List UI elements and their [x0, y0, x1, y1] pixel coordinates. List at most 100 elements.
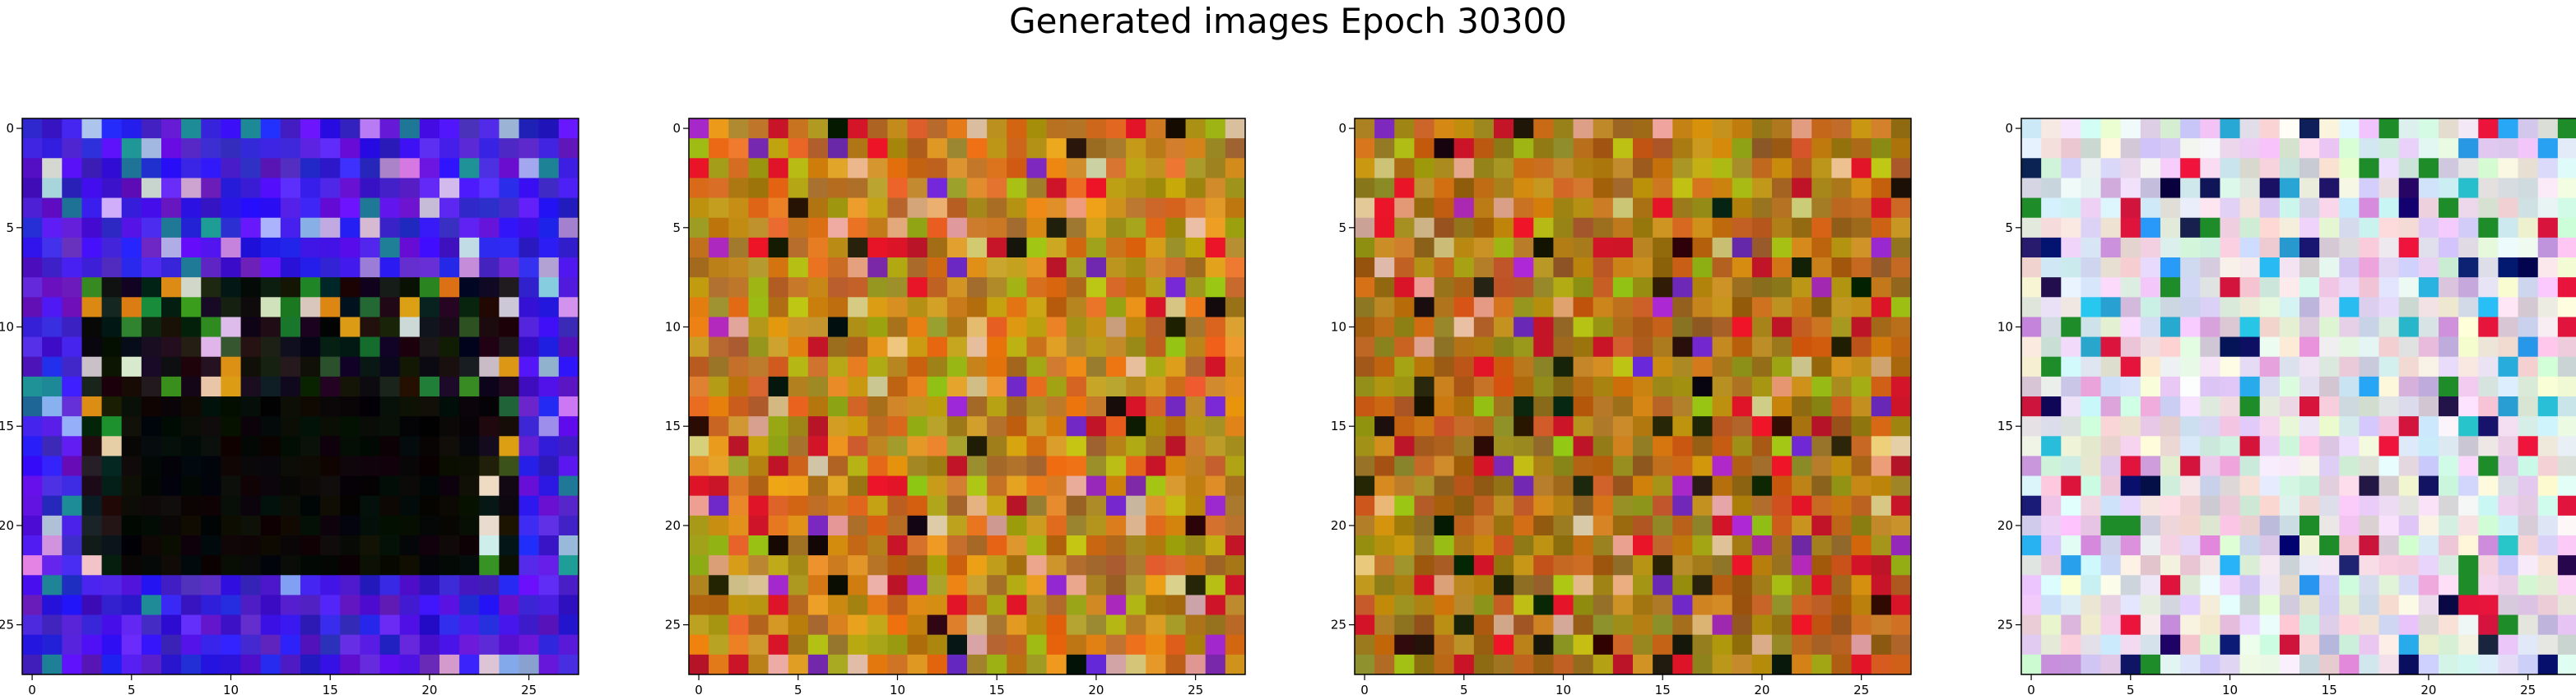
pixel-cell [2518, 555, 2539, 576]
pixel-cell [260, 475, 281, 497]
pixel-cell [379, 595, 401, 615]
pixel-cell [2339, 595, 2360, 615]
pixel-cell [1494, 396, 1514, 417]
pixel-cell [1026, 297, 1047, 317]
pixel-cell [1792, 416, 1812, 437]
pixel-cell [499, 356, 519, 378]
pixel-cell [1573, 257, 1594, 278]
pixel-cell [1414, 376, 1434, 397]
pixel-cell [2359, 495, 2379, 517]
pixel-cell [1732, 416, 1753, 437]
pixel-cell [121, 197, 142, 219]
pixel-cell [1205, 634, 1226, 656]
y-tick-label: 15 [0, 419, 14, 433]
pixel-cell [360, 555, 380, 576]
pixel-cell [2140, 178, 2161, 198]
pixel-cell [946, 475, 968, 497]
pixel-cell [1653, 297, 1673, 317]
pixel-cell [2081, 515, 2101, 536]
pixel-cell [2279, 277, 2300, 298]
pixel-cell [1533, 317, 1554, 337]
pixel-cell [2279, 634, 2300, 656]
pixel-cell [1811, 317, 1832, 337]
pixel-cell [1185, 237, 1207, 258]
pixel-cell [558, 654, 579, 675]
pixel-cell [2259, 277, 2281, 298]
pixel-cell [1374, 535, 1395, 556]
pixel-cell [1007, 297, 1027, 317]
pixel-cell [1146, 614, 1166, 636]
pixel-cell [1374, 158, 1395, 178]
pixel-cell [728, 555, 749, 576]
pixel-cell [280, 515, 301, 536]
pixel-cell [101, 178, 123, 198]
pixel-cell [1851, 237, 1872, 258]
pixel-cell [987, 297, 1007, 317]
pixel-cell [2120, 555, 2141, 576]
pixel-cell [2299, 138, 2320, 159]
pixel-cell [518, 436, 540, 456]
pixel-cell [1553, 336, 1574, 358]
pixel-cell [2120, 356, 2141, 378]
pixel-cell [1653, 376, 1673, 397]
pixel-cell [946, 138, 968, 159]
pixel-cell [1046, 575, 1067, 595]
pixel-cell [1106, 217, 1127, 239]
pixel-cell [538, 535, 560, 556]
pixel-cell [2319, 416, 2340, 437]
pixel-cell [1712, 535, 1733, 556]
pixel-cell [260, 614, 281, 636]
pixel-cell [887, 575, 908, 595]
pixel-cell [1086, 535, 1107, 556]
pixel-cell [379, 416, 401, 437]
pixel-cell [260, 654, 281, 675]
pixel-cell [1165, 575, 1186, 595]
pixel-cell [2041, 475, 2062, 497]
pixel-cell [240, 237, 262, 258]
pixel-cell [2557, 158, 2576, 178]
pixel-cell [807, 515, 829, 536]
pixel-cell [967, 257, 988, 278]
pixel-cell [1772, 535, 1793, 556]
pixel-cell [2439, 475, 2459, 497]
pixel-cell [1612, 535, 1634, 556]
pixel-cell [2557, 376, 2576, 397]
pixel-cell [1066, 396, 1087, 417]
pixel-cell [1811, 118, 1832, 139]
pixel-cell [946, 356, 968, 378]
pixel-cell [689, 277, 709, 298]
pixel-cell [689, 158, 709, 178]
pixel-cell [1751, 217, 1773, 239]
pixel-cell [927, 257, 948, 278]
pixel-cell [479, 178, 500, 198]
pixel-cell [1672, 138, 1693, 159]
pixel-cell [907, 416, 928, 437]
pixel-cell [1851, 614, 1872, 636]
pixel-cell [499, 336, 519, 358]
pixel-cell [1086, 575, 1107, 595]
pixel-cell [459, 277, 480, 298]
pixel-cell [1007, 178, 1027, 198]
pixel-cell [439, 475, 460, 497]
pixel-cell [399, 257, 421, 278]
pixel-cell [1573, 634, 1594, 656]
pixel-cell [2279, 138, 2300, 159]
pixel-cell [807, 297, 829, 317]
pixel-cell [439, 595, 460, 615]
pixel-cell [1732, 595, 1753, 615]
pixel-cell [280, 555, 301, 576]
pixel-cell [2339, 237, 2360, 258]
pixel-cell [459, 297, 480, 317]
axes-frame [1354, 118, 1912, 675]
pixel-cell [1751, 495, 1773, 517]
pixel-cell [419, 475, 440, 497]
pixel-cell [1533, 495, 1554, 517]
pixel-cell [1007, 575, 1027, 595]
pixel-cell [728, 336, 749, 358]
pixel-cell [2180, 475, 2201, 497]
pixel-cell [709, 257, 729, 278]
pixel-cell [62, 515, 82, 536]
pixel-cell [1712, 257, 1733, 278]
pixel-cell [2239, 595, 2261, 615]
pixel-cell [2180, 277, 2201, 298]
